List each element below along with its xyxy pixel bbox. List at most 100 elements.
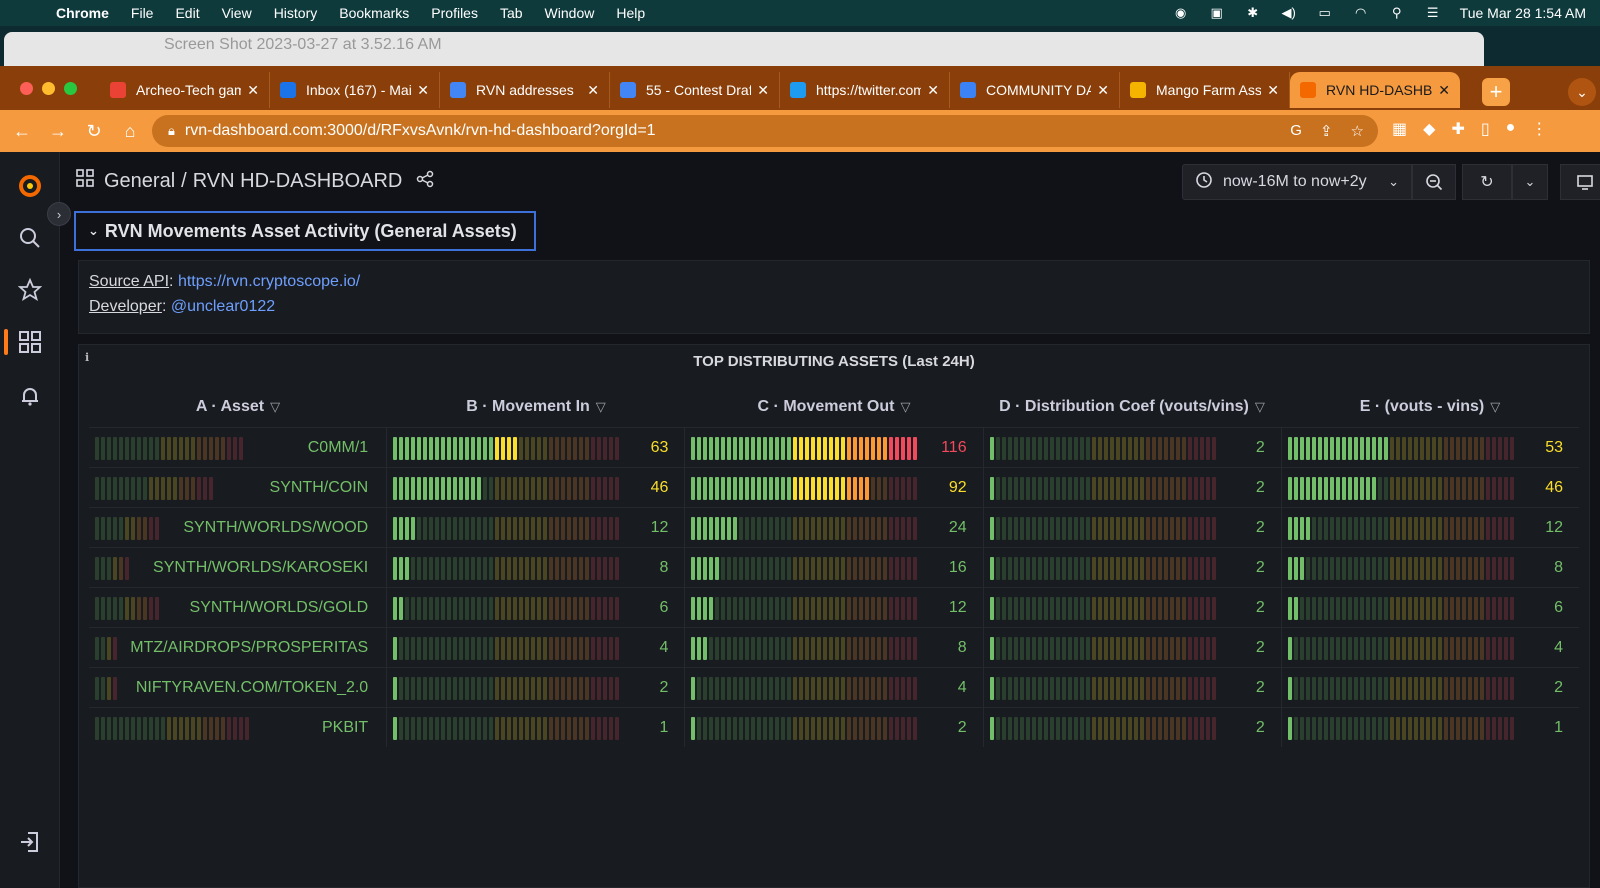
table-row[interactable]: SYNTH/WORLDS/GOLD 6 12 2 6 [89, 587, 1579, 627]
movement-out-cell[interactable]: 92 [685, 468, 984, 507]
lock-icon[interactable]: 🔒︎ [168, 123, 175, 138]
table-row[interactable]: SYNTH/WORLDS/KAROSEKI 8 16 2 8 [89, 547, 1579, 587]
browser-tab[interactable]: RVN addresses ✕ [440, 72, 610, 108]
bookmark-star-icon[interactable]: ☆ [1350, 123, 1364, 140]
table-row[interactable]: MTZ/AIRDROPS/PROSPERITAS 4 8 2 4 [89, 627, 1579, 667]
movement-out-cell[interactable]: 4 [685, 668, 984, 707]
diff-cell[interactable]: 4 [1282, 628, 1579, 667]
alerting-bell-icon[interactable] [14, 380, 46, 412]
creative-cloud-icon[interactable]: ◉ [1175, 5, 1187, 20]
filter-icon[interactable]: ▽ [595, 399, 606, 414]
bluetooth-icon[interactable]: ✱ [1247, 5, 1259, 20]
close-tab-icon[interactable]: ✕ [757, 81, 769, 98]
menubar-clock[interactable]: Tue Mar 28 1:54 AM [1459, 5, 1586, 21]
column-header-asset[interactable]: A · Asset ▽ [89, 391, 387, 423]
movement-out-cell[interactable]: 24 [685, 508, 984, 547]
movement-in-cell[interactable]: 2 [387, 668, 686, 707]
menu-bookmarks[interactable]: Bookmarks [339, 5, 410, 21]
home-icon[interactable]: ⌂ [124, 120, 136, 141]
app-status-icon[interactable]: ▣ [1210, 5, 1223, 20]
search-icon[interactable] [14, 222, 46, 254]
dashboards-icon[interactable] [4, 326, 46, 358]
asset-cell[interactable]: PKBIT [89, 708, 388, 747]
profile-avatar[interactable]: ● [1505, 119, 1516, 136]
new-tab-button[interactable]: + [1482, 78, 1510, 106]
menu-window[interactable]: Window [544, 5, 595, 21]
menu-history[interactable]: History [273, 5, 318, 21]
control-center-icon[interactable]: ☰ [1426, 5, 1439, 20]
coef-cell[interactable]: 2 [984, 668, 1282, 707]
movement-in-cell[interactable]: 46 [387, 468, 686, 507]
table-row[interactable]: PKBIT 1 2 2 1 [89, 707, 1579, 747]
close-tab-icon[interactable]: ✕ [927, 81, 939, 98]
chrome-menu-icon[interactable]: ⋮ [1531, 121, 1548, 138]
developer-link[interactable]: @unclear0122 [170, 298, 276, 315]
wifi-icon[interactable]: ◠ [1355, 5, 1367, 20]
movement-in-cell[interactable]: 8 [387, 548, 686, 587]
movement-out-cell[interactable]: 12 [685, 588, 984, 627]
movement-out-cell[interactable]: 8 [685, 628, 984, 667]
panel-info-icon[interactable]: i [85, 351, 90, 364]
menu-view[interactable]: View [221, 5, 252, 21]
asset-cell[interactable]: C0MM/1 [89, 428, 388, 467]
browser-tab[interactable]: RVN HD-DASHBOARD✕ [1290, 72, 1460, 108]
table-row[interactable]: NIFTYRAVEN.COM/TOKEN_2.0 2 4 2 2 [89, 667, 1579, 707]
movement-in-cell[interactable]: 1 [387, 708, 686, 747]
menu-edit[interactable]: Edit [175, 5, 200, 21]
movement-in-cell[interactable]: 63 [387, 428, 686, 467]
panel-title[interactable]: TOP DISTRIBUTING ASSETS (Last 24H) [693, 353, 975, 370]
minimize-window-button[interactable] [42, 82, 55, 95]
browser-tab[interactable]: COMMUNITY DASH✕ [950, 72, 1120, 108]
spotlight-search-icon[interactable]: ⚲ [1391, 5, 1402, 20]
table-row[interactable]: SYNTH/WORLDS/WOOD 12 24 2 12 [89, 507, 1579, 547]
close-tab-icon[interactable]: ✕ [587, 81, 599, 98]
share-icon[interactable]: ⇪ [1319, 123, 1333, 140]
coef-cell[interactable]: 2 [984, 468, 1282, 507]
diff-cell[interactable]: 12 [1282, 508, 1579, 547]
close-tab-icon[interactable]: ✕ [417, 81, 429, 98]
tv-mode-button[interactable] [1560, 164, 1600, 200]
close-window-button[interactable] [20, 82, 33, 95]
row-header[interactable]: ⌄ RVN Movements Asset Activity (General … [74, 211, 536, 251]
close-tab-icon[interactable]: ✕ [247, 81, 259, 98]
coef-cell[interactable]: 2 [984, 428, 1282, 467]
extension-icon[interactable]: ▦ [1392, 121, 1408, 138]
column-header-distribution-coef[interactable]: D · Distribution Coef (vouts/vins) ▽ [983, 391, 1281, 423]
menu-profiles[interactable]: Profiles [431, 5, 478, 21]
filter-icon[interactable]: ▽ [270, 399, 281, 414]
menu-help[interactable]: Help [616, 5, 646, 21]
menu-file[interactable]: File [130, 5, 154, 21]
time-range-picker[interactable]: now-16M to now+2y ⌄ [1182, 164, 1412, 200]
filter-icon[interactable]: ▽ [1490, 399, 1501, 414]
grafana-logo-icon[interactable] [14, 170, 46, 202]
movement-out-cell[interactable]: 116 [685, 428, 984, 467]
diff-cell[interactable]: 8 [1282, 548, 1579, 587]
browser-tab[interactable]: Inbox (167) - Mail ✕ [270, 72, 440, 108]
coef-cell[interactable]: 2 [984, 628, 1282, 667]
side-panel-icon[interactable]: ▯ [1480, 121, 1490, 138]
browser-tab[interactable]: Mango Farm Assets✕ [1120, 72, 1290, 108]
movement-in-cell[interactable]: 6 [387, 588, 686, 627]
reload-icon[interactable]: ↻ [86, 120, 102, 141]
back-icon[interactable]: ← [13, 120, 31, 141]
menu-app-name[interactable]: Chrome [56, 5, 109, 21]
background-window-title[interactable]: Screen Shot 2023-03-27 at 3.52.16 AM [4, 32, 1484, 66]
diff-cell[interactable]: 1 [1282, 708, 1579, 747]
diff-cell[interactable]: 6 [1282, 588, 1579, 627]
column-header-movement-in[interactable]: B · Movement In ▽ [387, 391, 685, 423]
diff-cell[interactable]: 53 [1282, 428, 1579, 467]
close-tab-icon[interactable]: ✕ [1438, 81, 1450, 98]
asset-cell[interactable]: SYNTH/WORLDS/WOOD [89, 508, 388, 547]
column-header-movement-out[interactable]: C · Movement Out ▽ [685, 391, 983, 423]
asset-cell[interactable]: SYNTH/WORLDS/KAROSEKI [89, 548, 388, 587]
dashboard-title[interactable]: RVN HD-DASHBOARD [192, 169, 403, 192]
share-dashboard-icon[interactable] [416, 170, 434, 193]
filter-icon[interactable]: ▽ [900, 399, 911, 414]
asset-cell[interactable]: MTZ/AIRDROPS/PROSPERITAS [89, 628, 388, 667]
asset-cell[interactable]: NIFTYRAVEN.COM/TOKEN_2.0 [89, 668, 388, 707]
starred-icon[interactable] [14, 274, 46, 306]
metamask-icon[interactable]: ◆ [1423, 121, 1436, 138]
expand-sidebar-button[interactable]: › [47, 202, 71, 226]
coef-cell[interactable]: 2 [984, 588, 1282, 627]
google-lens-icon[interactable]: G [1290, 122, 1302, 139]
